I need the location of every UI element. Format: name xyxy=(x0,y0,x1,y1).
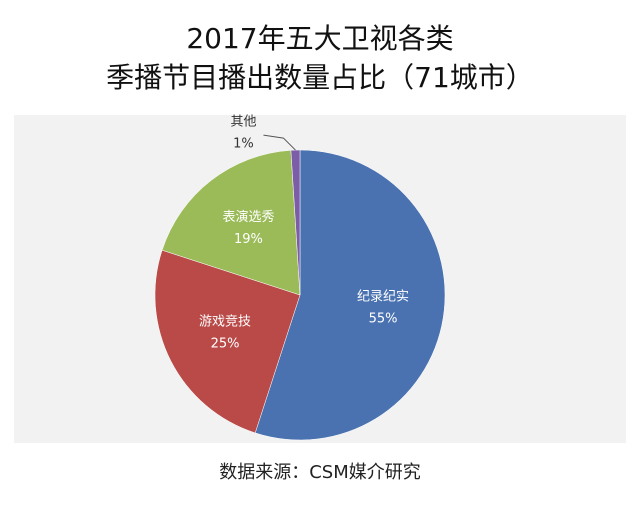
chart-title: 季播节目播出数量占比（71城市） xyxy=(106,61,534,94)
source-note: 数据来源：CSM媒介研究 xyxy=(219,462,421,483)
value-label: 25% xyxy=(211,337,240,352)
value-label: 55% xyxy=(369,312,398,327)
slice-label: 游戏竞技 xyxy=(199,314,251,330)
slice-label: 其他 xyxy=(230,115,256,130)
slice-label: 纪录纪实 xyxy=(357,290,409,305)
pie-slice xyxy=(154,249,301,434)
slice-label: 表演选秀 xyxy=(222,209,274,225)
leader-line xyxy=(263,134,296,151)
value-label: 1% xyxy=(233,137,254,152)
chart-title: 2017年五大卫视各类 xyxy=(186,22,453,55)
pie-slice xyxy=(161,150,301,296)
pie-slice xyxy=(254,149,446,441)
value-label: 19% xyxy=(234,232,263,247)
